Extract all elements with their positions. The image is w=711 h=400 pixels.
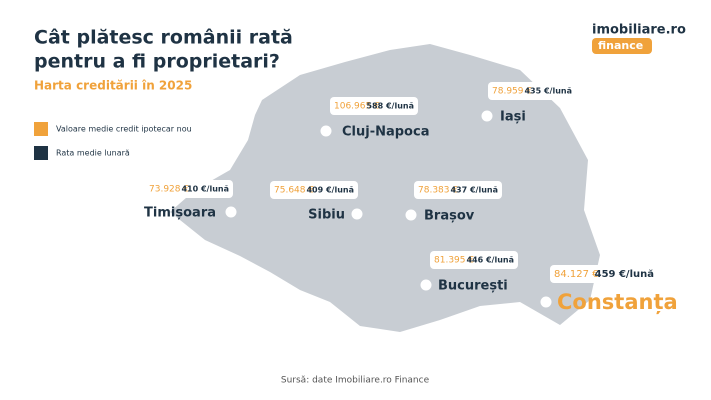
monthly-rate: 435 €/lună (524, 87, 572, 96)
subtitle: Harta creditării în 2025 (34, 79, 192, 93)
city-dot (539, 295, 553, 309)
city-name: Iași (500, 110, 526, 125)
value-box (330, 97, 418, 115)
legend-swatch (34, 122, 48, 136)
credit-value: 75.648 € (274, 186, 314, 196)
logo-brand: imobiliare.ro (592, 23, 686, 38)
credit-value: 84.127 € (554, 269, 599, 280)
monthly-rate: 410 €/lună (181, 185, 229, 194)
credit-value: 106.965 € (334, 102, 380, 112)
city-dot (480, 109, 494, 123)
monthly-rate: 588 €/lună (366, 102, 414, 111)
logo-sub: finance (598, 39, 643, 52)
city-dot (224, 205, 238, 219)
credit-value: 81.395 € (434, 256, 474, 266)
city-name: Timișoara (144, 206, 216, 221)
title: Cât plătesc românii rată (34, 27, 293, 49)
city-dot (419, 278, 433, 292)
city-dot (404, 208, 418, 222)
city-name: Constanța (557, 290, 678, 315)
city-name: Cluj-Napoca (342, 125, 429, 140)
credit-value: 78.959 € (492, 87, 532, 97)
legend-label: Rata medie lunară (56, 149, 130, 158)
monthly-rate: 409 €/lună (306, 186, 354, 195)
value-box (488, 82, 576, 100)
monthly-rate: 437 €/lună (450, 186, 498, 195)
city-dot (350, 207, 364, 221)
credit-value: 78.383 € (418, 186, 458, 196)
value-box (550, 265, 658, 283)
monthly-rate: 446 €/lună (466, 256, 514, 265)
title: pentru a fi proprietari? (34, 51, 280, 73)
value-box (414, 181, 502, 199)
value-box (145, 180, 233, 198)
city-name: București (438, 279, 508, 294)
legend-swatch (34, 146, 48, 160)
city-name: Sibiu (308, 208, 345, 223)
monthly-rate: 459 €/lună (595, 269, 654, 280)
value-box (430, 251, 518, 269)
credit-value: 73.928 € (149, 185, 189, 195)
logo-badge (592, 38, 652, 54)
legend-label: Valoare medie credit ipotecar nou (56, 125, 192, 134)
source: Sursă: date Imobiliare.ro Finance (281, 376, 430, 386)
city-dot (319, 124, 333, 138)
value-box (270, 181, 358, 199)
city-name: Brașov (424, 209, 475, 224)
